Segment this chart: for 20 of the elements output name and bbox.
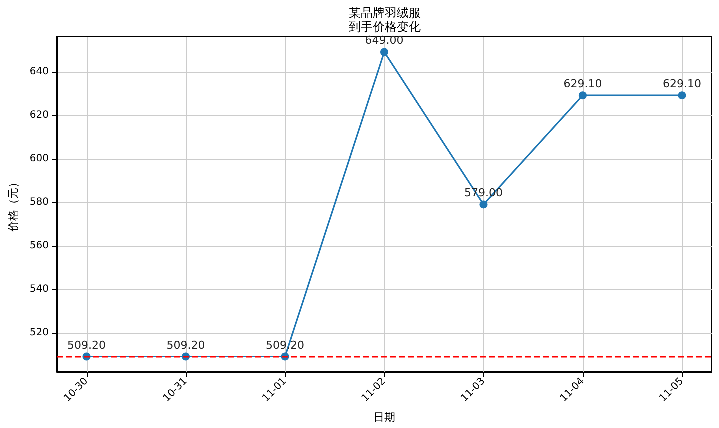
data-label: 629.10 [662, 78, 702, 91]
data-label: 509.20 [68, 338, 106, 352]
y-tick-label: 540 [30, 284, 49, 296]
y-tick-label: 580 [30, 197, 49, 208]
y-axis-title: 价格（元） [7, 177, 20, 233]
data-label: 629.10 [564, 78, 602, 91]
point [380, 48, 388, 56]
y-tick-label: 560 [30, 240, 49, 252]
point [678, 92, 686, 100]
point [578, 92, 587, 100]
data-label: 509.20 [166, 338, 206, 352]
y-tick-label: 640 [30, 66, 49, 78]
y-tick-label: 620 [30, 110, 49, 121]
y-tick-label: 520 [30, 328, 49, 339]
point [480, 200, 488, 209]
chart-subtitle: 到手价格变化 [349, 20, 421, 34]
x-axis-title: 日期 [373, 411, 396, 424]
y-tick-label: 600 [30, 153, 49, 164]
chart-title: 某品牌羽绒服 [349, 6, 421, 20]
data-label: 649.00 [365, 34, 404, 48]
